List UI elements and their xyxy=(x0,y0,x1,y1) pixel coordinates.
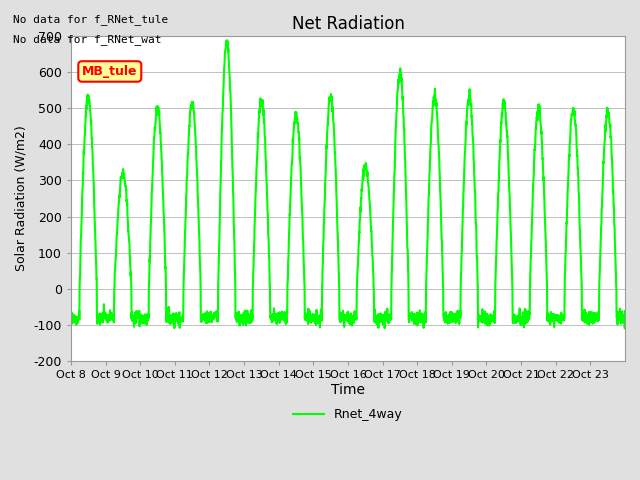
X-axis label: Time: Time xyxy=(331,383,365,397)
Text: MB_tule: MB_tule xyxy=(82,65,138,78)
Rnet_4way xyxy=(614,312,621,318)
Legend: Rnet_4way: Rnet_4way xyxy=(288,403,408,426)
Rnet_4way xyxy=(621,308,629,314)
Rnet_4way xyxy=(515,317,523,323)
Rnet_4way xyxy=(621,325,628,331)
Rnet_4way xyxy=(547,322,554,327)
Line: Rnet_4way: Rnet_4way xyxy=(71,40,625,328)
Y-axis label: Solar Radiation (W/m2): Solar Radiation (W/m2) xyxy=(15,126,28,271)
Rnet_4way xyxy=(243,323,250,328)
Rnet_4way xyxy=(67,314,75,320)
Rnet_4way xyxy=(122,187,130,192)
Rnet_4way xyxy=(381,309,389,314)
Text: No data for f_RNet_tule: No data for f_RNet_tule xyxy=(13,14,168,25)
Text: No data for f_RNet_wat: No data for f_RNet_wat xyxy=(13,34,161,45)
Rnet_4way xyxy=(223,37,230,43)
Title: Net Radiation: Net Radiation xyxy=(292,15,404,33)
